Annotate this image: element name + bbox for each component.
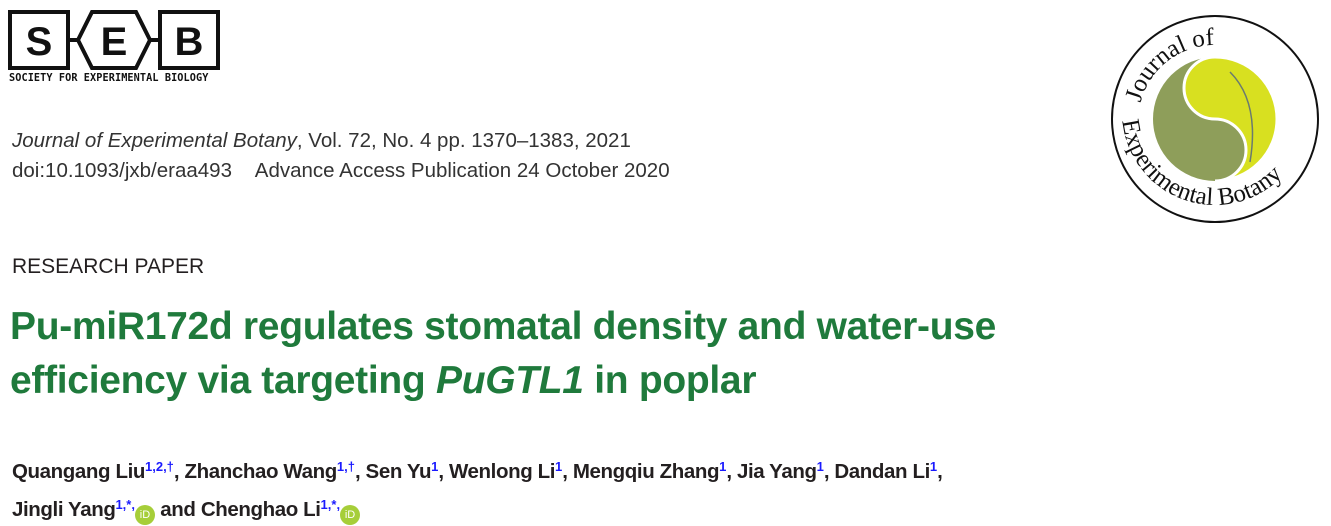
gene-name: PuGTL1 xyxy=(435,359,584,402)
author[interactable]: Sen Yu1 xyxy=(365,459,439,483)
seb-subtitle: SOCIETY FOR EXPERIMENTAL BIOLOGY xyxy=(9,73,209,84)
affiliation-marker[interactable]: 1,*, xyxy=(115,497,135,512)
orcid-icon[interactable]: iD xyxy=(134,505,155,525)
affiliation-marker[interactable]: 1,*, xyxy=(320,497,341,512)
seb-letter-s: S xyxy=(26,20,53,64)
seb-letter-e: E xyxy=(101,20,128,64)
affiliation-marker[interactable]: 1,2,† xyxy=(145,459,174,474)
author-name: Dandan Li xyxy=(834,460,930,483)
author-name: Quangang Liu xyxy=(12,460,145,483)
seb-logo: S E B xyxy=(8,10,220,70)
journal-name: Journal of Experimental Botany xyxy=(12,129,297,152)
affiliation-marker[interactable]: 1 xyxy=(816,459,824,474)
affiliation-marker[interactable]: 1 xyxy=(719,459,727,474)
author-name: Jia Yang xyxy=(736,460,817,483)
affiliation-marker[interactable]: 1 xyxy=(929,459,938,474)
article-type: RESEARCH PAPER xyxy=(12,255,205,278)
author-separator: , xyxy=(823,460,835,483)
author-name: Mengqiu Zhang xyxy=(572,460,720,483)
article-title: Pu-miR172d regulates stomatal density an… xyxy=(10,305,996,402)
author-name: Chenghao Li xyxy=(200,498,321,521)
author[interactable]: Wenlong Li1 xyxy=(448,459,563,483)
author-list: Quangang Liu1,2,†, Zhanchao Wang1,†, Sen… xyxy=(12,450,1212,526)
author[interactable]: Dandan Li1 xyxy=(834,459,938,483)
citation: Journal of Experimental Botany, Vol. 72,… xyxy=(12,126,670,186)
author-separator: , xyxy=(937,460,943,483)
author-name: Jingli Yang xyxy=(12,498,116,521)
doi[interactable]: doi:10.1093/jxb/eraa493 xyxy=(12,159,232,182)
journal-logo: Journal of Experimental Botany xyxy=(1111,15,1319,223)
affiliation-marker[interactable]: 1,† xyxy=(336,459,355,474)
author-separator: , xyxy=(354,460,366,483)
orcid-icon[interactable]: iD xyxy=(340,505,361,525)
author[interactable]: Jia Yang1 xyxy=(736,459,824,483)
author-separator: , xyxy=(173,460,185,483)
author[interactable]: Mengqiu Zhang1 xyxy=(572,459,727,483)
author-name: Wenlong Li xyxy=(448,460,556,483)
affiliation-marker[interactable]: 1 xyxy=(431,459,439,474)
author-separator: , xyxy=(726,460,737,483)
citation-details: , Vol. 72, No. 4 pp. 1370–1383, 2021 xyxy=(296,129,631,152)
seb-letter-b: B xyxy=(175,20,204,64)
author[interactable]: Jingli Yang1,*,iD xyxy=(12,497,155,525)
author[interactable]: Quangang Liu1,2,† xyxy=(12,459,174,483)
advance-access: Advance Access Publication 24 October 20… xyxy=(254,159,670,182)
author-separator: , xyxy=(562,460,573,483)
author[interactable]: Chenghao Li1,*,iD xyxy=(200,497,361,525)
author[interactable]: Zhanchao Wang1,† xyxy=(184,459,355,483)
author-name: Zhanchao Wang xyxy=(184,460,338,483)
author-separator: , xyxy=(438,460,449,483)
author-name: Sen Yu xyxy=(365,460,432,483)
author-separator: and xyxy=(154,498,201,521)
affiliation-marker[interactable]: 1 xyxy=(555,459,563,474)
